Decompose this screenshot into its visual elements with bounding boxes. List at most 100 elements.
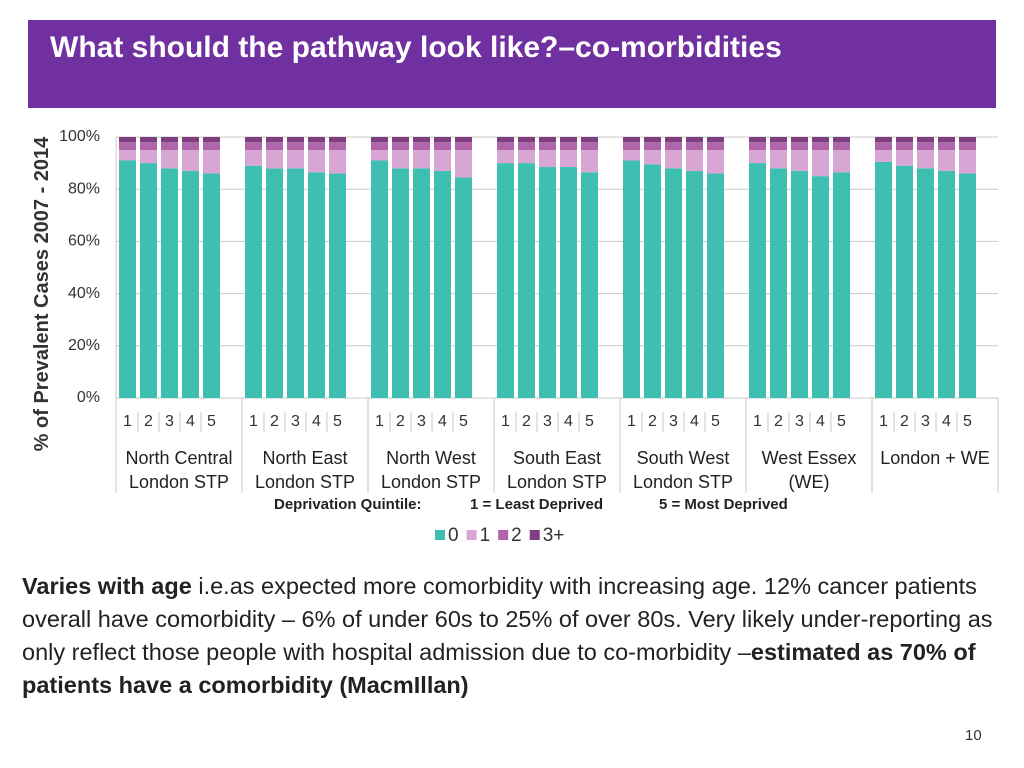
bar-segment <box>623 150 640 161</box>
bar-segment <box>287 137 304 143</box>
bar-segment <box>707 137 724 143</box>
legend-label: 2 <box>511 525 522 546</box>
bar-segment <box>245 137 262 143</box>
y-tick-label: 60% <box>68 233 100 250</box>
bar-segment <box>392 168 409 398</box>
bar-segment <box>182 142 199 151</box>
bar-segment <box>308 137 325 143</box>
bar-segment <box>392 137 409 143</box>
bar-segment <box>434 150 451 171</box>
bar-segment <box>140 137 157 143</box>
bar-segment <box>791 137 808 143</box>
bar-segment <box>140 163 157 398</box>
bar-segment <box>455 177 472 398</box>
bar-segment <box>455 137 472 143</box>
annotation: 1 = Least Deprived <box>470 496 603 513</box>
bar-segment <box>245 165 262 398</box>
bar-segment <box>161 137 178 143</box>
x-tick-label: 4 <box>312 413 321 430</box>
body-text: Varies with age i.e.as expected more com… <box>22 570 1007 702</box>
bar-segment <box>518 150 535 164</box>
bar-segment <box>896 137 913 143</box>
bar-segment <box>182 170 199 398</box>
y-tick-label: 0% <box>77 389 100 406</box>
bar-segment <box>686 150 703 171</box>
bar-segment <box>623 160 640 398</box>
x-tick-label: 1 <box>501 413 510 430</box>
bar-segment <box>329 173 346 398</box>
header-bar: What should the pathway look like?–co-mo… <box>28 20 996 108</box>
x-tick-label: 2 <box>774 413 783 430</box>
bar-segment <box>581 150 598 173</box>
bar-segment <box>203 173 220 398</box>
legend-swatch <box>529 530 540 540</box>
x-tick-label: 4 <box>690 413 699 430</box>
bar-segment <box>938 137 955 143</box>
bar-segment <box>497 150 514 164</box>
bar-segment <box>308 150 325 173</box>
bar-segment <box>245 142 262 151</box>
bar-segment <box>770 150 787 169</box>
bar-segment <box>413 137 430 143</box>
bar-segment <box>959 173 976 398</box>
bar-segment <box>959 142 976 151</box>
bar-segment <box>833 172 850 398</box>
bar-segment <box>812 176 829 398</box>
bar-segment <box>791 142 808 151</box>
bar-segment <box>287 150 304 169</box>
bar-segment <box>791 170 808 398</box>
bar-segment <box>518 163 535 398</box>
bar-segment <box>707 142 724 151</box>
bar-segment <box>917 150 934 169</box>
body-span: i.e.as expected more comorbidity with in… <box>22 573 993 665</box>
title: What should the pathway look like?–co-mo… <box>50 31 782 64</box>
bar-segment <box>497 142 514 151</box>
bar-segment <box>644 150 661 165</box>
bar-segment <box>959 150 976 174</box>
bar-segment <box>266 137 283 143</box>
x-tick-label: 3 <box>795 413 804 430</box>
bar-segment <box>119 160 136 398</box>
bar-segment <box>812 142 829 151</box>
bar-segment <box>455 150 472 178</box>
bar-segment <box>623 142 640 151</box>
bar-segment <box>245 150 262 166</box>
x-tick-label: 5 <box>333 413 342 430</box>
legend-label: 3+ <box>543 525 565 546</box>
page-number: 10 <box>965 727 982 744</box>
group-label: North Central London STP <box>125 448 233 492</box>
group-label: North East London STP <box>254 448 356 492</box>
bar-segment <box>581 142 598 151</box>
bar-segment <box>119 150 136 161</box>
bar-segment <box>581 172 598 398</box>
bar-segment <box>665 137 682 143</box>
bar-segment <box>308 172 325 398</box>
x-tick-label: 1 <box>375 413 384 430</box>
bar-segment <box>644 137 661 143</box>
bar-segment <box>203 150 220 174</box>
bar-segment <box>560 142 577 151</box>
bar-segment <box>707 150 724 174</box>
legend-swatch <box>498 530 509 540</box>
bar-segment <box>203 137 220 143</box>
group-label: South West London STP <box>632 448 734 492</box>
x-tick-label: 2 <box>648 413 657 430</box>
bar-segment <box>686 137 703 143</box>
bar-segment <box>749 163 766 398</box>
group-label: South East London STP <box>506 448 608 492</box>
bar-segment <box>287 142 304 151</box>
bar-segment <box>539 142 556 151</box>
bar-segment <box>392 142 409 151</box>
x-tick-label: 5 <box>963 413 972 430</box>
bar-segment <box>329 150 346 174</box>
bar-segment <box>539 167 556 398</box>
y-axis-title: % of Prevalent Cases 2007 - 2014 <box>31 136 53 452</box>
bar-segment <box>203 142 220 151</box>
group-label: London + WE <box>880 448 990 468</box>
chart: 0%20%40%60%80%100%1 2 3 4 5 1 2 3 4 5 1 2 3 4 5 1 2 3 4 5 1 2… <box>59 128 999 546</box>
bar-segment <box>287 168 304 398</box>
bar-segment <box>770 142 787 151</box>
x-tick-label: 4 <box>816 413 825 430</box>
group-label: West Essex (WE) <box>761 448 857 492</box>
